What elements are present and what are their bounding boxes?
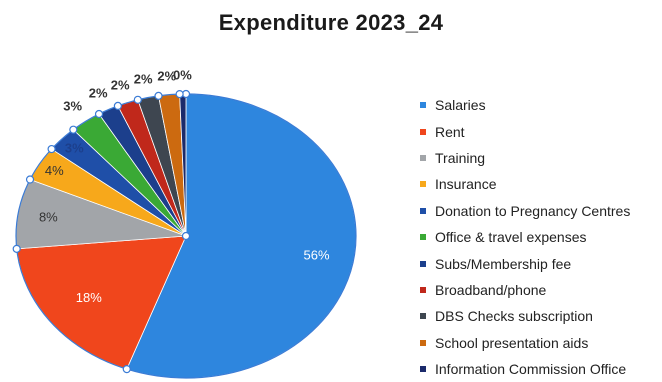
legend-item: Office & travel expenses bbox=[420, 224, 662, 250]
selection-handle bbox=[122, 364, 131, 374]
chart-title: Expenditure 2023_24 bbox=[218, 10, 444, 35]
legend-swatch bbox=[420, 181, 426, 188]
slice-label-6: 3% bbox=[63, 98, 82, 113]
selection-handle bbox=[12, 244, 21, 253]
selection-handle bbox=[94, 109, 104, 119]
selection-handle bbox=[47, 144, 56, 154]
legend-swatch bbox=[420, 102, 426, 109]
legend-swatch bbox=[420, 313, 426, 320]
legend-swatch bbox=[420, 234, 426, 241]
legend-label: Donation to Pregnancy Centres bbox=[435, 202, 631, 219]
legend-item: Rent bbox=[420, 118, 662, 144]
legend-item: Subs/Membership fee bbox=[420, 250, 662, 276]
slice-label-1: 56% bbox=[303, 248, 329, 263]
legend-item: DBS Checks subscription bbox=[420, 303, 662, 329]
legend-label: Insurance bbox=[435, 176, 497, 193]
legend-label: Broadband/phone bbox=[435, 281, 547, 298]
legend-label: Subs/Membership fee bbox=[435, 255, 572, 272]
slice-label-5: 3% bbox=[65, 141, 84, 156]
legend-label: Rent bbox=[435, 123, 465, 140]
slice-label-4: 4% bbox=[45, 163, 64, 178]
legend-item: Insurance bbox=[420, 171, 662, 197]
slice-label-2: 18% bbox=[76, 290, 102, 305]
legend-swatch bbox=[420, 366, 426, 373]
legend-swatch bbox=[420, 207, 426, 214]
legend-label: School presentation aids bbox=[435, 334, 589, 351]
legend-swatch bbox=[420, 128, 426, 135]
legend-swatch bbox=[420, 339, 426, 346]
legend-swatch bbox=[420, 260, 426, 267]
slice-label-8: 2% bbox=[111, 77, 130, 92]
legend-label: DBS Checks subscription bbox=[435, 308, 593, 325]
selection-handle bbox=[133, 95, 142, 104]
legend-swatch bbox=[420, 154, 426, 161]
selection-handle bbox=[175, 89, 184, 99]
legend-item: Information Commission Office bbox=[420, 356, 662, 382]
slice-label-10: 2% bbox=[157, 68, 176, 83]
selection-handle bbox=[69, 125, 78, 134]
selection-handle bbox=[181, 231, 191, 241]
slice-label-3: 8% bbox=[39, 210, 58, 225]
slice-label-7: 2% bbox=[89, 85, 108, 100]
legend-item: Training bbox=[420, 145, 662, 171]
legend-item: Salaries bbox=[420, 92, 662, 118]
selection-handle bbox=[154, 91, 163, 100]
legend-swatch bbox=[420, 286, 426, 293]
selection-handle bbox=[113, 101, 122, 110]
slice-label-11: 0% bbox=[173, 68, 192, 83]
legend-item: School presentation aids bbox=[420, 330, 662, 356]
legend-label: Information Commission Office bbox=[435, 361, 627, 378]
legend-label: Office & travel expenses bbox=[435, 229, 587, 246]
legend-label: Salaries bbox=[435, 97, 486, 114]
slice-label-9: 2% bbox=[134, 72, 153, 87]
legend-item: Broadband/phone bbox=[420, 277, 662, 303]
legend: Salaries Rent Training Insurance Donation to… bbox=[420, 92, 662, 382]
legend-label: Training bbox=[435, 149, 486, 166]
legend-item: Donation to Pregnancy Centres bbox=[420, 198, 662, 224]
selection-handle bbox=[25, 175, 35, 184]
